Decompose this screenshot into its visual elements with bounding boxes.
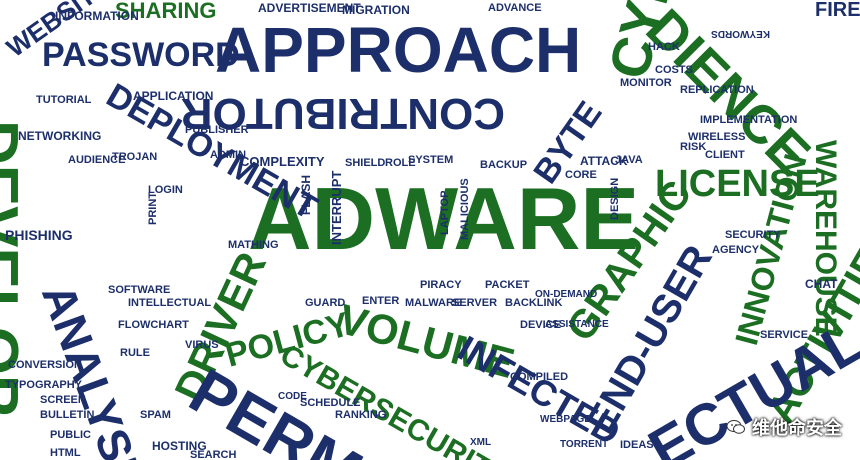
word-bulletin: BULLETIN	[40, 409, 95, 421]
word-fire: FIRE	[815, 0, 860, 21]
word-ideas: IDEAS	[620, 439, 654, 451]
word-admin: ADMIN	[210, 149, 247, 161]
word-typography: TYPOGRAPHY	[5, 379, 83, 391]
word-replication: REPLICATION	[680, 84, 754, 96]
word-attack: ATTACK	[580, 154, 628, 168]
word-guard: GUARD	[305, 297, 346, 309]
word-schedule: SCHEDULE	[300, 397, 361, 409]
word-packet: PACKET	[485, 279, 530, 291]
word-trojan: TROJAN	[112, 151, 158, 163]
word-malicious: MALICIOUS	[459, 178, 471, 240]
word-password: PASSWORD	[42, 36, 240, 74]
wechat-icon	[726, 420, 745, 434]
word-design: DESIGN	[609, 177, 621, 220]
word-information: INFORMATION	[55, 9, 139, 23]
word-hack: HACK	[648, 41, 680, 53]
word-device: DEVICE	[520, 319, 561, 331]
word-keywords: KEYWORDS	[711, 28, 770, 39]
word-agency: AGENCY	[712, 244, 760, 256]
word-intellectual: INTELLECTUAL	[128, 297, 212, 309]
word-costs: COSTS	[655, 64, 693, 76]
word-client: CLIENT	[705, 149, 745, 161]
word-backlink: BACKLINK	[505, 297, 563, 309]
word-application: APPLICATION	[133, 89, 214, 103]
word-networking: NETWORKING	[18, 129, 102, 143]
word-assistance: ASSISTANCE	[545, 319, 609, 330]
word-sharing: SHARING	[115, 0, 217, 23]
word-mathing: MATHING	[228, 239, 279, 251]
word-ranking: RANKING	[335, 409, 387, 421]
word-rule: RULE	[120, 347, 150, 359]
word-spam: SPAM	[140, 409, 171, 421]
word-publisher: PUBLISHER	[185, 124, 249, 136]
word-core: CORE	[565, 169, 597, 181]
word-html: HTML	[50, 447, 81, 459]
word-role: ROLE	[385, 157, 416, 169]
watermark: 维他命安全	[726, 414, 842, 440]
word-approach: APPROACH	[215, 14, 582, 86]
word-compiled: COMPILED	[510, 371, 569, 383]
word-license: LICENSE	[655, 163, 820, 205]
word-backup: BACKUP	[480, 159, 528, 171]
word-wireless: WIRELESS	[688, 131, 746, 143]
word-virus: VIRUS	[185, 339, 219, 351]
word-code: CODE	[278, 391, 307, 402]
word-audience: AUDIENCE	[68, 154, 126, 166]
word-public: PUBLIC	[50, 429, 91, 441]
word-hosting: HOSTING	[152, 439, 207, 453]
word-develop: DEVELOP	[0, 120, 30, 417]
watermark-text: 维他命安全	[752, 418, 842, 439]
word-screen: SCREEN	[40, 394, 86, 406]
word-risk: RISK	[680, 141, 707, 153]
word-torrent: TORRENT	[560, 439, 609, 450]
word-advance: ADVANCE	[488, 2, 542, 14]
word-tutorial: TUTORIAL	[36, 94, 92, 106]
word-piracy: PIRACY	[420, 279, 462, 291]
word-flash: FLASH	[299, 175, 313, 215]
word-migration: MIGRATION	[342, 3, 410, 17]
word-adware: ADWARE	[248, 169, 640, 268]
word-shield: SHIELD	[345, 157, 386, 169]
word-laptop: LAPTOP	[439, 190, 451, 235]
word-monitor: MONITOR	[620, 77, 672, 89]
word-phishing: PHISHING	[5, 227, 73, 243]
word-software: SOFTWARE	[108, 284, 171, 296]
word-enter: ENTER	[362, 295, 400, 307]
word-java: JAVA	[615, 154, 643, 166]
word-advertisement: ADVERTISEMENT	[258, 1, 361, 15]
word-search: SEARCH	[190, 449, 237, 460]
word-interrupt: INTERRUPT	[329, 170, 344, 245]
word-demand: ON-DEMAND	[535, 289, 598, 300]
word-complexity: COMPLEXITY	[240, 154, 325, 169]
word-flowchart: FLOWCHART	[118, 319, 189, 331]
word-security: SECURITY	[725, 229, 781, 241]
word-malware: MALWARE	[405, 297, 462, 309]
word-login: LOGIN	[148, 184, 183, 196]
word-chat: CHAT	[805, 277, 838, 291]
word-print: PRINT	[147, 192, 159, 225]
word-implementation: IMPLEMENTATION	[700, 114, 798, 126]
word-system: SYSTEM	[408, 154, 454, 166]
word-webpage: WEBPAGE	[540, 414, 591, 425]
word-service: SERVICE	[760, 329, 809, 341]
word-server: SERVER	[452, 297, 498, 309]
word-conversion: CONVERSION	[8, 359, 82, 371]
word-xml: XML	[470, 437, 492, 448]
